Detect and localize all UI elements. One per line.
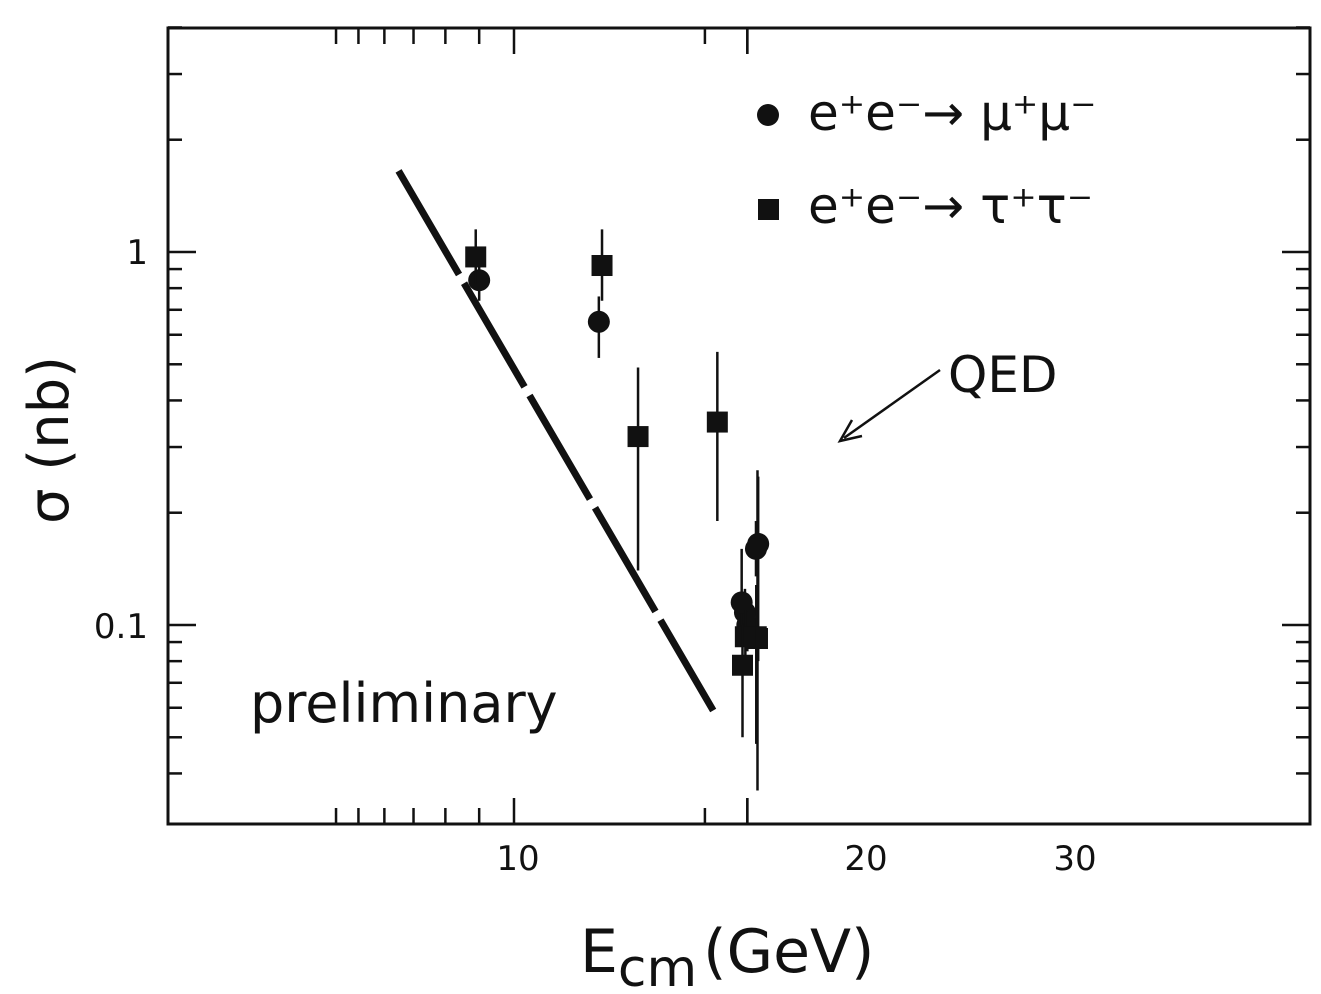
data-points	[465, 229, 770, 791]
qed-arrow-head	[837, 419, 863, 443]
x-axis-label-sub: cm	[618, 939, 697, 994]
mu-point	[744, 537, 767, 560]
y-axis-label: σ (nb)	[17, 356, 82, 524]
x-axis-label-main: E	[580, 917, 618, 987]
x-tick-label-10: 10	[496, 839, 539, 879]
axes	[166, 26, 1312, 826]
mu-point	[587, 310, 610, 333]
preliminary-label: preliminary	[250, 672, 558, 735]
legend-mu-label: e⁺e⁻→ μ⁺μ⁻	[808, 84, 1097, 142]
legend-square-marker	[758, 199, 779, 220]
tau-point	[627, 426, 649, 448]
x-tick-label-30: 30	[1053, 839, 1096, 879]
plot-frame	[166, 26, 1312, 826]
qed-line	[395, 169, 717, 713]
x-axis-label: Ecm (GeV)	[580, 917, 874, 994]
tau-point	[732, 654, 754, 676]
y-tick-label-1: 1	[126, 233, 148, 273]
tau-point	[465, 246, 487, 268]
tau-point	[734, 626, 756, 648]
mu-point	[730, 591, 753, 614]
legend-circle-marker	[757, 104, 779, 126]
x-axis-label-unit: (GeV)	[703, 917, 874, 987]
tau-point	[591, 255, 613, 277]
qed-curve	[395, 169, 717, 713]
legend-tau-label: e⁺e⁻→ τ⁺τ⁻	[808, 177, 1093, 235]
tau-point	[706, 411, 728, 433]
qed-label: QED	[948, 346, 1057, 404]
y-tick-label-0.1: 0.1	[94, 607, 148, 647]
mu-point	[468, 269, 491, 292]
qed-arrow-line	[843, 368, 941, 440]
x-tick-label-20: 20	[844, 839, 887, 879]
